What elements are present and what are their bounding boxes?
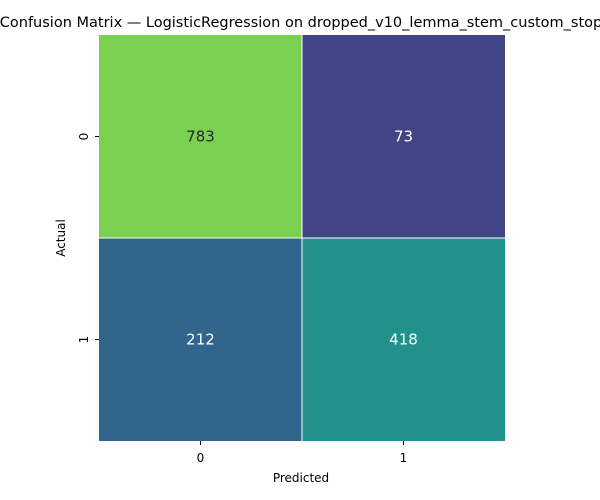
y-tick-label-1: 1 (77, 336, 91, 344)
y-tick-label-0: 0 (77, 133, 91, 141)
y-axis-label: Actual (54, 219, 68, 257)
x-tick-label-0: 0 (197, 451, 205, 465)
heatmap-cell-1-1 (302, 238, 505, 441)
heatmap-cell-0-1 (302, 35, 505, 238)
heatmap-cells (99, 35, 505, 441)
y-axis-ticks: 01 (77, 133, 99, 344)
x-axis-label: Predicted (273, 471, 329, 485)
cell-value-label-1-1: 418 (389, 331, 418, 349)
x-tick-label-1: 1 (400, 451, 408, 465)
cell-value-label-1-0: 212 (186, 331, 215, 349)
heatmap-cell-0-0 (99, 35, 302, 238)
cell-value-label-0-0: 783 (186, 128, 215, 146)
chart-title: Confusion Matrix — LogisticRegression on… (0, 15, 600, 31)
cell-value-label-0-1: 73 (394, 128, 413, 146)
heatmap-value-labels: 783 73 212 418 (186, 128, 418, 349)
heatmap-cell-1-0 (99, 238, 302, 441)
